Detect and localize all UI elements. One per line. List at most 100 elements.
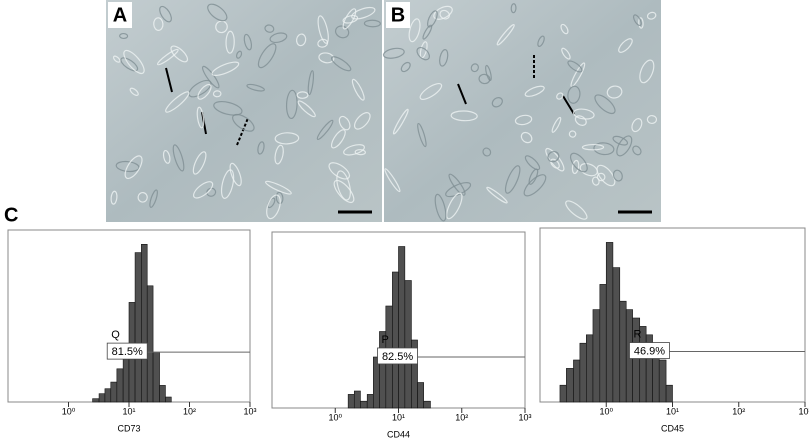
cell xyxy=(296,91,309,99)
cell xyxy=(328,162,351,180)
cell xyxy=(188,79,212,98)
cell xyxy=(156,48,179,66)
cell xyxy=(631,118,643,133)
cell xyxy=(565,200,588,220)
cell xyxy=(485,64,492,81)
cell xyxy=(295,33,307,47)
cell xyxy=(265,180,292,195)
cell xyxy=(524,155,541,171)
cell xyxy=(159,5,172,23)
cell xyxy=(353,112,371,130)
cell xyxy=(343,144,365,156)
cell xyxy=(551,116,562,133)
cell xyxy=(639,59,655,84)
gate-name: Q xyxy=(111,329,120,341)
cell xyxy=(162,149,171,164)
micrograph-b xyxy=(384,0,661,222)
x-axis-label: CD73 xyxy=(117,423,140,433)
x-tick-label: 10¹ xyxy=(392,412,405,422)
cell xyxy=(149,189,158,208)
gate-name: R xyxy=(633,328,641,340)
gate-percent: 82.5% xyxy=(382,351,413,363)
cell xyxy=(235,50,243,59)
cell xyxy=(129,87,139,96)
cell xyxy=(482,147,492,157)
cell xyxy=(274,144,284,165)
cell xyxy=(547,150,560,163)
cell xyxy=(119,32,129,40)
cell xyxy=(638,17,644,29)
cell xyxy=(257,43,277,69)
gate-percent: 81.5% xyxy=(112,346,143,358)
cell xyxy=(172,144,185,172)
cell xyxy=(211,61,240,76)
cell xyxy=(439,49,449,67)
cell xyxy=(439,9,450,20)
cell xyxy=(572,108,595,120)
cell xyxy=(422,24,433,40)
cell xyxy=(316,119,334,140)
cell xyxy=(229,162,242,187)
cell xyxy=(170,45,189,63)
histogram-bar xyxy=(116,368,124,403)
x-tick-label: 10² xyxy=(455,412,468,422)
x-axis-label: CD44 xyxy=(387,429,410,439)
cell xyxy=(246,83,265,92)
cell xyxy=(569,152,588,173)
histogram-bar xyxy=(159,385,166,403)
cell xyxy=(450,110,478,122)
cell xyxy=(215,20,228,34)
cell xyxy=(612,169,623,182)
cell xyxy=(392,108,409,135)
cell xyxy=(596,164,616,187)
histogram-bar xyxy=(605,242,614,403)
cell xyxy=(269,32,288,44)
cell xyxy=(285,89,298,120)
histogram-bar xyxy=(619,300,627,403)
cell xyxy=(568,130,577,138)
histogram-bar xyxy=(134,252,142,403)
histogram-bar xyxy=(366,394,374,409)
cell xyxy=(646,11,657,20)
cell xyxy=(571,159,580,175)
histogram-bar xyxy=(404,280,412,409)
histogram-bar xyxy=(104,388,112,403)
cell xyxy=(336,170,351,201)
cell xyxy=(232,113,255,132)
micrographs: A B xyxy=(106,0,661,222)
cell xyxy=(581,143,605,151)
cell xyxy=(567,85,581,104)
cell xyxy=(550,158,560,169)
histogram-bar xyxy=(586,334,594,403)
cell xyxy=(115,160,140,173)
histogram-bar xyxy=(566,368,574,403)
x-tick-label: 10³ xyxy=(243,406,256,416)
cell xyxy=(384,168,401,193)
cell xyxy=(274,132,300,145)
histogram-bar xyxy=(423,400,431,409)
histogram-bar xyxy=(141,244,148,403)
panel-label: B xyxy=(391,4,405,26)
cell xyxy=(616,135,633,157)
cell xyxy=(318,52,335,64)
x-axis-label: CD45 xyxy=(661,423,684,433)
histogram-bar xyxy=(658,359,667,403)
cell xyxy=(646,114,658,125)
histogram-bar xyxy=(92,398,100,403)
cell xyxy=(197,83,212,100)
gate-label-box xyxy=(377,347,418,365)
histogram-bar xyxy=(353,390,361,409)
cell xyxy=(297,100,316,118)
section-label: C xyxy=(4,204,18,226)
histogram-bar xyxy=(110,381,118,403)
cell xyxy=(524,85,545,97)
cell xyxy=(112,55,121,63)
cell xyxy=(342,8,357,30)
panel-label-box xyxy=(386,2,410,28)
cell xyxy=(470,63,479,73)
x-tick-label: 10⁰ xyxy=(328,412,342,422)
cell xyxy=(520,131,533,144)
cell xyxy=(153,17,164,31)
panel-label: A xyxy=(113,4,127,26)
